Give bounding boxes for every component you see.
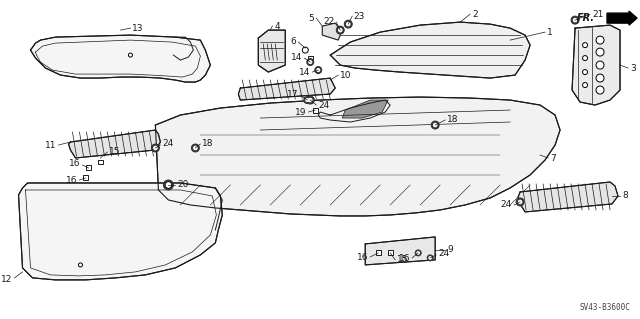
Circle shape <box>516 198 524 206</box>
Bar <box>83 175 88 181</box>
Circle shape <box>596 74 604 82</box>
Bar <box>376 250 381 256</box>
Circle shape <box>79 263 83 267</box>
Text: 13: 13 <box>132 24 144 33</box>
Circle shape <box>431 121 439 129</box>
Circle shape <box>336 26 344 34</box>
Polygon shape <box>31 35 211 82</box>
Text: 22: 22 <box>323 17 334 26</box>
Text: 11: 11 <box>45 140 56 150</box>
Text: 15: 15 <box>397 256 409 264</box>
Bar <box>313 108 318 113</box>
Circle shape <box>582 83 588 87</box>
Polygon shape <box>365 237 435 265</box>
Circle shape <box>307 59 314 66</box>
Polygon shape <box>68 130 161 158</box>
Polygon shape <box>259 30 285 72</box>
Text: 12: 12 <box>1 275 13 285</box>
Circle shape <box>344 20 352 28</box>
Polygon shape <box>330 22 530 78</box>
Text: 16: 16 <box>399 255 410 263</box>
Bar <box>388 250 393 256</box>
Polygon shape <box>156 97 560 216</box>
Circle shape <box>308 98 312 102</box>
Text: 5: 5 <box>308 14 314 23</box>
Text: 21: 21 <box>592 10 604 19</box>
Text: 16: 16 <box>66 176 77 185</box>
Text: 24: 24 <box>438 249 449 258</box>
Text: SV43-B3600C: SV43-B3600C <box>579 303 630 312</box>
Text: 15: 15 <box>109 146 121 155</box>
Circle shape <box>433 123 437 127</box>
Text: 18: 18 <box>447 115 459 123</box>
Text: 7: 7 <box>550 153 556 162</box>
Circle shape <box>596 86 604 94</box>
Polygon shape <box>323 23 340 40</box>
Text: 17: 17 <box>287 90 298 99</box>
Circle shape <box>307 96 314 104</box>
Text: 16: 16 <box>69 160 81 168</box>
Circle shape <box>165 182 172 188</box>
Text: 24: 24 <box>501 200 512 210</box>
Text: 3: 3 <box>630 63 636 73</box>
Circle shape <box>417 252 420 254</box>
Circle shape <box>596 61 604 69</box>
Circle shape <box>193 146 197 150</box>
Bar <box>308 56 313 61</box>
Circle shape <box>415 250 421 256</box>
Circle shape <box>154 146 157 150</box>
Text: 24: 24 <box>163 138 173 147</box>
Polygon shape <box>518 182 618 212</box>
Text: 16: 16 <box>356 253 368 263</box>
FancyArrow shape <box>607 11 637 25</box>
Circle shape <box>306 99 309 102</box>
Circle shape <box>582 56 588 61</box>
Circle shape <box>163 180 173 190</box>
Polygon shape <box>342 100 388 118</box>
Text: 24: 24 <box>318 100 330 109</box>
Circle shape <box>166 183 171 187</box>
Circle shape <box>346 22 350 26</box>
Circle shape <box>582 70 588 75</box>
Circle shape <box>596 36 604 44</box>
Circle shape <box>573 18 577 22</box>
Circle shape <box>596 48 604 56</box>
Text: 2: 2 <box>472 10 478 19</box>
Polygon shape <box>572 25 620 105</box>
Text: 19: 19 <box>295 108 307 116</box>
Circle shape <box>152 144 159 152</box>
Circle shape <box>302 47 308 53</box>
Bar <box>86 166 91 170</box>
Circle shape <box>427 255 433 261</box>
Text: 8: 8 <box>622 191 628 200</box>
Text: 20: 20 <box>177 181 189 189</box>
Text: 6: 6 <box>291 37 296 46</box>
Circle shape <box>315 67 322 74</box>
Circle shape <box>191 144 200 152</box>
Text: 14: 14 <box>291 53 302 62</box>
Polygon shape <box>19 183 222 280</box>
Text: 4: 4 <box>275 22 280 31</box>
Circle shape <box>317 69 320 72</box>
Text: 1: 1 <box>547 28 553 37</box>
Text: 9: 9 <box>447 245 453 255</box>
Text: 18: 18 <box>202 138 214 147</box>
Circle shape <box>304 97 311 104</box>
Circle shape <box>582 43 588 48</box>
Circle shape <box>571 16 579 24</box>
Circle shape <box>129 53 132 57</box>
Bar <box>98 160 103 165</box>
Circle shape <box>339 28 342 32</box>
Polygon shape <box>238 78 335 100</box>
Text: 14: 14 <box>299 68 310 77</box>
Circle shape <box>429 256 431 259</box>
Circle shape <box>518 200 522 204</box>
Circle shape <box>308 61 312 64</box>
Text: FR.: FR. <box>577 13 595 23</box>
Text: 23: 23 <box>353 11 365 21</box>
Text: 10: 10 <box>340 70 352 79</box>
